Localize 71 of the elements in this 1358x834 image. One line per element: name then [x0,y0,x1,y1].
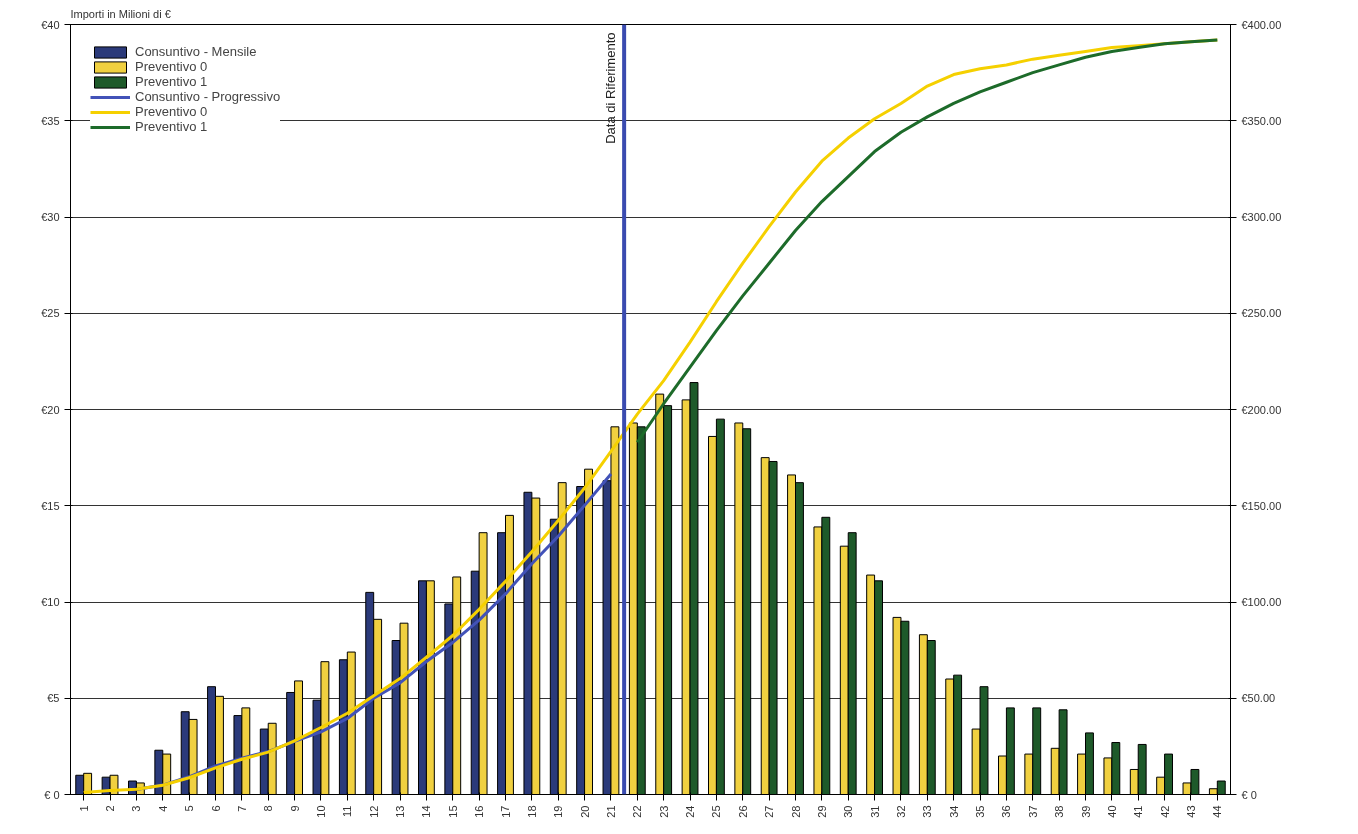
x-tick-label: 19 [552,805,565,818]
x-tick-label: 24 [684,805,697,818]
y2-tick-label: €300.00 [1241,211,1282,223]
y-tick-label: €35 [41,114,60,127]
x-tick-label: 40 [1105,805,1118,818]
x-tick-label: 35 [974,805,987,818]
x-tick-label: 26 [736,805,749,818]
x-tick-label: 14 [420,805,433,818]
x-tick-label: 2 [104,805,117,812]
x-tick-label: 31 [868,805,881,818]
x-tick-label: 6 [209,805,222,812]
x-tick-label: 34 [947,805,960,818]
x-tick-label: 9 [288,805,301,812]
y2-tick-label: €200.00 [1241,403,1282,416]
x-tick-label: 41 [1132,805,1145,818]
y2-tick-label: €250.00 [1241,307,1282,320]
legend-label: Preventivo 1 [135,74,208,89]
legend-label: Preventivo 1 [135,119,208,134]
line-series [635,38,1219,444]
y2-tick-label: €50.00 [1241,692,1276,705]
x-tick-label: 23 [657,805,670,818]
y2-tick-label: €400.00 [1241,18,1282,31]
x-tick-label: 7 [235,805,248,812]
x-tick-label: 13 [394,805,407,818]
legend-label: Preventivo 0 [135,59,208,74]
x-tick-label: 42 [1158,805,1171,818]
x-tick-label: 18 [525,805,538,818]
y-tick-label: €5 [47,692,60,705]
x-tick-label: 11 [341,805,354,817]
legend-label: Preventivo 0 [135,104,208,119]
x-tick-label: 25 [710,805,723,818]
y-tick-label: €30 [41,211,60,223]
x-tick-label: 8 [262,805,275,812]
y-tick-label: €20 [41,403,60,416]
x-tick-label: 4 [156,805,169,812]
y2-tick-label: € 0 [1241,788,1257,801]
y-tick-label: €15 [41,499,60,512]
x-tick-label: 1 [77,805,90,812]
x-tick-label: 5 [183,805,196,812]
y-axis-title: Importi in Milioni di € [70,7,171,20]
x-tick-label: 16 [473,805,486,818]
legend-label: Consuntivo - Progressivo [135,89,281,104]
y-tick-label: €10 [41,596,60,608]
y-tick-label: €25 [41,307,60,320]
legend-label: Consuntivo - Mensile [135,44,257,59]
x-tick-label: 37 [1026,805,1039,818]
x-tick-label: 17 [499,805,512,818]
x-tick-label: 10 [314,805,327,818]
x-tick-label: 32 [894,805,907,818]
y2-tick-label: €350.00 [1241,114,1282,127]
x-tick-label: 15 [446,805,459,818]
x-tick-label: 21 [604,805,617,818]
x-tick-label: 12 [367,805,380,818]
x-tick-label: 44 [1211,805,1224,818]
x-tick-label: 3 [130,805,143,812]
y-tick-label: € 0 [44,788,60,801]
x-tick-label: 29 [815,805,828,818]
x-tick-label: 27 [763,805,776,818]
y-tick-label: €40 [41,18,60,31]
x-tick-label: 39 [1079,805,1092,818]
y2-tick-label: €150.00 [1241,499,1282,512]
x-tick-label: 43 [1184,805,1197,818]
ref-line-label: Data di Riferimento [603,32,619,144]
y2-tick-label: €100.00 [1241,596,1282,608]
x-tick-label: 22 [631,805,644,818]
x-tick-label: 33 [921,805,934,818]
x-tick-label: 30 [842,805,855,818]
x-tick-label: 38 [1053,805,1066,818]
x-tick-label: 20 [578,805,591,818]
x-tick-label: 36 [1000,805,1013,818]
x-tick-label: 28 [789,805,802,818]
